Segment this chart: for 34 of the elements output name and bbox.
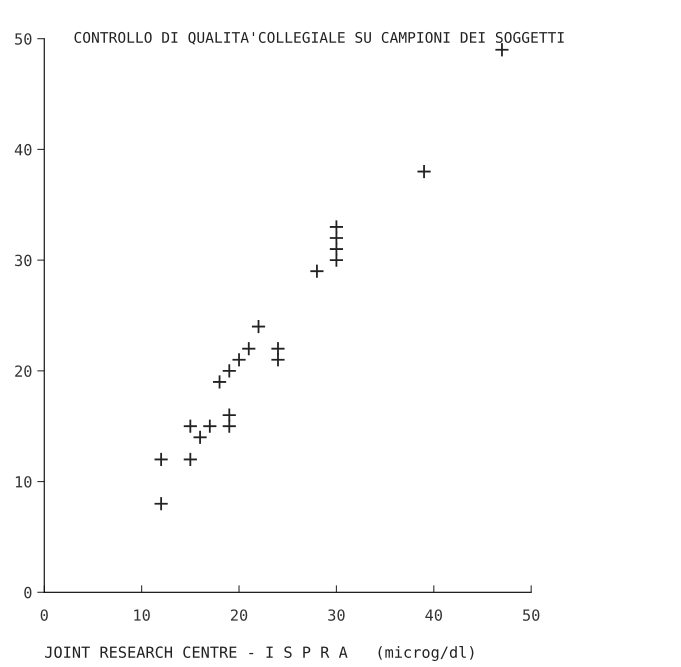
point <box>309 264 324 279</box>
point <box>270 352 286 368</box>
point <box>192 430 208 445</box>
x-tick-label: 50 <box>523 609 540 621</box>
point <box>154 496 169 512</box>
point <box>241 341 256 356</box>
x-tick-label: 0 <box>40 609 48 621</box>
y-tick-label: 10 <box>16 476 32 488</box>
point <box>212 374 228 390</box>
point <box>182 418 198 434</box>
point <box>202 418 218 434</box>
chart-title: CONTROLLO DI QUALITA'COLLEGIALE SU CAMPIONI DEI SOGGETTI <box>74 32 564 45</box>
point <box>222 363 237 378</box>
point <box>154 452 169 467</box>
point <box>251 319 266 334</box>
point <box>328 219 344 234</box>
point <box>416 164 432 180</box>
y-tick-label: 0 <box>24 586 32 598</box>
x-tick-label: 40 <box>425 609 442 621</box>
point <box>182 452 198 467</box>
x-tick-label: 10 <box>134 609 150 621</box>
point <box>222 418 237 434</box>
x-tick-label: 20 <box>230 609 248 621</box>
point <box>328 242 344 257</box>
point <box>222 408 237 423</box>
y-tick-label: 20 <box>15 365 32 377</box>
x-tick-label: 30 <box>328 609 345 621</box>
y-tick-label: 40 <box>14 144 32 156</box>
point <box>494 42 510 58</box>
point <box>328 252 344 268</box>
point <box>232 352 247 368</box>
x-axis-title: JOINT RESEARCH CENTRE - I S P R A (microg/dl) <box>45 646 474 662</box>
y-tick-label: 30 <box>15 254 32 266</box>
y-tick-label: 50 <box>15 33 32 45</box>
